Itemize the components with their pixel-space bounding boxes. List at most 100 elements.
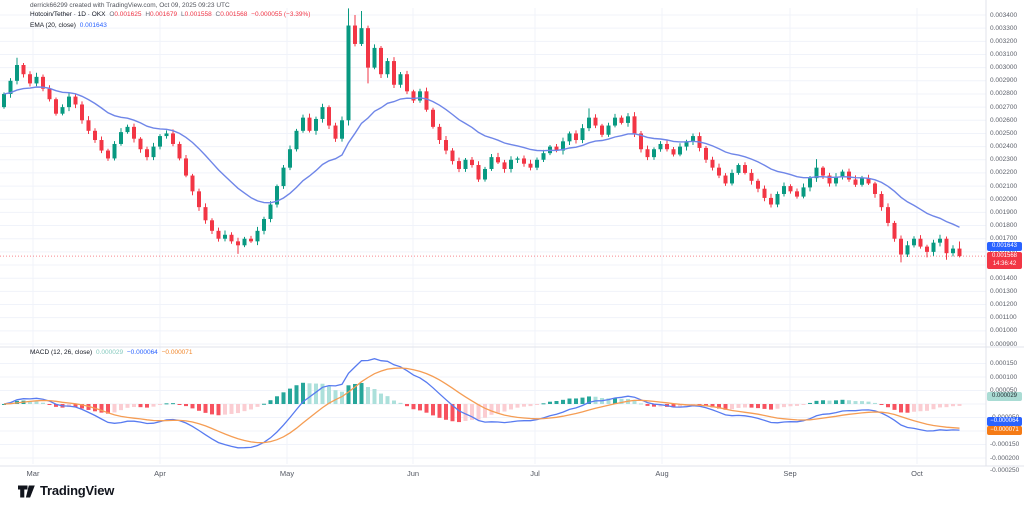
macd-hist-bar <box>210 404 214 415</box>
tradingview-logo[interactable]: TradingView <box>18 483 114 498</box>
candle-down <box>671 149 676 155</box>
close-value: 0.001568 <box>220 11 248 18</box>
macd-hist-bar <box>866 401 871 404</box>
macd-hist-bar <box>385 396 390 404</box>
macd-hist-bar <box>288 388 292 404</box>
candle-up <box>905 245 910 255</box>
candle-down <box>749 172 754 181</box>
candle-up <box>736 165 741 173</box>
macd-hist-bar <box>346 385 351 404</box>
macd-hist-bar <box>268 400 273 404</box>
macd-hist-bar <box>899 404 903 413</box>
candle-down <box>73 96 78 105</box>
macd-hist-bar <box>567 398 572 404</box>
candle-up <box>684 141 689 147</box>
symbol-legend[interactable]: Hotcoin/Tether · 1D · OKX O0.001625 H0.0… <box>30 11 312 18</box>
candle-down <box>944 238 949 254</box>
candle-down <box>431 109 435 127</box>
macd-hist-bar <box>489 404 494 415</box>
price-axis-label: 0.002800 <box>990 90 1018 98</box>
candle-down <box>450 150 455 162</box>
macd-hist-bar <box>236 404 240 414</box>
macd-hist-bar <box>158 404 162 405</box>
macd-hist-bar <box>535 404 539 405</box>
candle-up <box>418 91 422 101</box>
candle-down <box>502 162 507 169</box>
macd-hist-bar <box>853 401 858 404</box>
macd-hist-bar <box>470 404 474 420</box>
macd-hist-bar <box>125 404 130 408</box>
macd-hist-bar <box>314 383 318 404</box>
macd-hist-bar <box>151 404 156 407</box>
candle-down <box>788 186 793 192</box>
tradingview-wordmark: TradingView <box>40 483 115 498</box>
macd-hist-bar <box>736 404 741 408</box>
candle-down <box>879 193 884 208</box>
macd-hist-bar <box>379 393 383 404</box>
price-axis-label: 0.001700 <box>990 235 1018 243</box>
candle-up <box>119 132 123 144</box>
candle-down <box>457 161 461 169</box>
candle-down <box>28 74 32 84</box>
candle-up <box>541 153 546 160</box>
candle-up <box>67 96 71 108</box>
macd-hist-bar <box>34 401 39 404</box>
candle-up <box>8 80 13 94</box>
macd-hist-bar <box>723 404 728 410</box>
macd-hist-bar <box>457 404 461 423</box>
macd-hist-bar <box>879 404 884 405</box>
price-axis-label: 0.003400 <box>990 11 1018 19</box>
candle-up <box>255 230 260 242</box>
price-axis-label: 0.001900 <box>990 208 1018 216</box>
macd-hist-bar <box>749 404 754 408</box>
candle-up <box>15 65 19 81</box>
candles-layer <box>2 8 962 263</box>
price-axis-label: 0.001400 <box>990 274 1018 282</box>
macd-hist-bar <box>54 404 58 407</box>
macd-hist-bar <box>2 404 6 405</box>
price-axis-label: 0.003000 <box>990 64 1018 72</box>
candle-up <box>151 146 156 158</box>
candle-up <box>34 76 39 84</box>
candle-down <box>866 178 871 184</box>
month-label: Jul <box>530 469 540 478</box>
ema-legend[interactable]: EMA (20, close) 0.001643 <box>30 22 109 29</box>
macd-hist-bar <box>366 387 370 404</box>
macd-hist-bar <box>541 403 546 405</box>
open-label: O <box>109 11 115 18</box>
macd-hist-bar <box>613 398 617 404</box>
macd-hist-bar <box>795 404 799 406</box>
macd-hist-bar <box>834 400 838 404</box>
macd-hist-bar <box>294 385 299 404</box>
macd-hist-bar <box>801 404 806 405</box>
change-value: −0.000055 (−3.39%) <box>251 11 311 18</box>
candle-down <box>853 179 858 185</box>
candle-up <box>834 176 838 184</box>
macd-hist-bar <box>281 392 286 404</box>
price-axis-label: 0.002200 <box>990 169 1018 177</box>
macd-legend[interactable]: MACD (12, 26, close) 0.000029 −0.000064 … <box>30 349 195 356</box>
candle-down <box>886 207 890 223</box>
candle-down <box>639 133 643 150</box>
candle-up <box>288 149 292 168</box>
macd-hist-bar <box>944 404 949 408</box>
candle-up <box>730 172 734 184</box>
candle-up <box>626 116 630 123</box>
price-axis-label: 0.002000 <box>990 195 1018 203</box>
macd-hist-bar <box>177 404 182 405</box>
macd-hist-bar <box>645 404 650 406</box>
macd-hist-bar <box>717 404 721 409</box>
macd-hist-bar <box>359 382 364 404</box>
candle-up <box>840 171 845 177</box>
price-axis-label: 0.002700 <box>990 103 1018 111</box>
candle-down <box>366 28 370 68</box>
candle-down <box>574 133 578 141</box>
candle-down <box>899 238 903 255</box>
macd-hist-bar <box>886 404 890 408</box>
candle-up <box>808 178 812 188</box>
macd-hist-bar <box>353 383 357 404</box>
candle-down <box>704 147 708 160</box>
macd-hist-bar <box>418 404 422 411</box>
macd-hist-bar <box>398 402 403 404</box>
